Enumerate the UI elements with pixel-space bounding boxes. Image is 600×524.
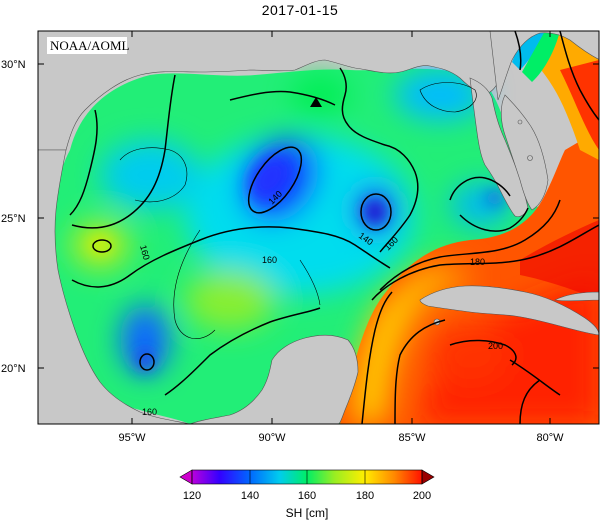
contour-label: 160 (138, 244, 152, 261)
colorbar-high-arrow (421, 469, 435, 485)
sea-height-contours (69, 31, 599, 424)
credit-box: NOAA/AOML (47, 37, 130, 54)
longitude-tick-label: 80°W (536, 432, 564, 444)
latitude-tick-label: 30°N (1, 59, 26, 71)
colorbar-tick-label: 160 (298, 490, 316, 502)
mexico-coast (38, 149, 191, 424)
contour-label: 180 (470, 257, 485, 267)
latitude-tick-label: 20°N (1, 363, 26, 375)
land-masses (38, 31, 599, 424)
colorbar-tick-label: 120 (183, 490, 201, 502)
credit-text: NOAA/AOML (50, 38, 130, 53)
cuba (419, 285, 599, 336)
map-title: 2017-01-15 (261, 2, 339, 18)
colorbar-title: SH [cm] (286, 506, 329, 520)
colorbar: 120 140 160 180 200 SH [cm] (179, 469, 435, 520)
longitude-tick-label: 95°W (118, 432, 146, 444)
contour-label: 160 (142, 407, 157, 417)
map-frame (37, 30, 600, 425)
longitude-tick-label: 90°W (258, 432, 286, 444)
colorbar-low-arrow (179, 469, 193, 485)
longitude-axis (131, 31, 551, 424)
colorbar-tick-label: 180 (356, 490, 374, 502)
colorbar-tick-label: 140 (241, 490, 259, 502)
latitude-axis (38, 63, 599, 369)
florida-peninsula (469, 77, 529, 217)
longitude-tick-label: 85°W (398, 432, 426, 444)
yucatan-peninsula (189, 334, 359, 424)
colorbar-tick-label: 200 (413, 490, 431, 502)
latitude-tick-label: 25°N (1, 213, 26, 225)
contour-label: 160 (262, 255, 277, 265)
contour-label: 200 (488, 341, 503, 351)
triangle-marker (310, 97, 322, 107)
